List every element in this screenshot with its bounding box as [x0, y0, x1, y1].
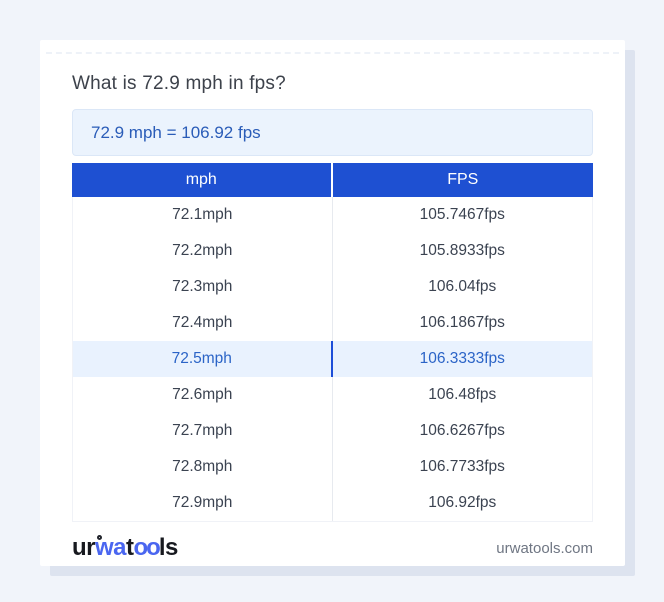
table-row[interactable]: 72.6mph 106.48fps [73, 377, 592, 413]
table-header-row: mph FPS [72, 163, 593, 197]
conversion-result-text: 72.9 mph = 106.92 fps [91, 122, 261, 142]
mph-cell[interactable]: 72.7mph [73, 413, 333, 449]
urwatools-logo[interactable]: urwatools [72, 534, 178, 562]
fps-cell[interactable]: 106.7733fps [419, 458, 505, 475]
site-domain-text: urwatools.com [496, 539, 593, 557]
table-row[interactable]: 72.3mph 106.04fps [73, 269, 592, 305]
mph-cell[interactable]: 72.6mph [73, 377, 333, 413]
table-row[interactable]: 72.4mph 106.1867fps [73, 305, 592, 341]
fps-cell[interactable]: 106.3333fps [419, 350, 505, 367]
logo-glasses-oo: oo [133, 534, 161, 561]
table-row[interactable]: 72.2mph 105.8933fps [73, 233, 592, 269]
logo-part-dark: ls [158, 534, 179, 561]
table-row[interactable]: 72.5mph 106.3333fps [73, 341, 592, 377]
fps-cell[interactable]: 106.6267fps [419, 422, 505, 439]
conversion-table: mph FPS 72.1mph 105.7467fps 72.2mph 105.… [72, 163, 593, 522]
mph-cell[interactable]: 72.2mph [73, 233, 333, 269]
page-title: What is 72.9 mph in fps? [72, 73, 286, 94]
conversion-result-box: 72.9 mph = 106.92 fps [72, 109, 593, 156]
fps-cell[interactable]: 106.04fps [428, 278, 497, 295]
column-header-mph: mph [72, 163, 333, 197]
table-row[interactable]: 72.8mph 106.7733fps [73, 449, 592, 485]
table-body: 72.1mph 105.7467fps 72.2mph 105.8933fps … [72, 197, 593, 522]
converter-card: What is 72.9 mph in fps? 72.9 mph = 106.… [40, 40, 625, 566]
logo-ring-icon [97, 535, 102, 540]
mph-cell[interactable]: 72.4mph [73, 305, 333, 341]
card-top-divider [46, 52, 619, 54]
mph-cell[interactable]: 72.3mph [73, 269, 333, 305]
table-row[interactable]: 72.1mph 105.7467fps [73, 197, 592, 233]
logo-part-dark: ur [72, 534, 96, 561]
fps-cell[interactable]: 106.92fps [428, 494, 497, 511]
table-row[interactable]: 72.9mph 106.92fps [73, 485, 592, 521]
mph-cell[interactable]: 72.9mph [73, 485, 333, 521]
column-header-fps: FPS [447, 171, 479, 188]
card-footer: urwatools urwatools.com [72, 530, 593, 566]
fps-cell[interactable]: 105.8933fps [419, 242, 505, 259]
logo-part-dark: t [126, 534, 134, 561]
mph-cell[interactable]: 72.5mph [73, 341, 333, 377]
mph-cell[interactable]: 72.8mph [73, 449, 333, 485]
fps-cell[interactable]: 106.1867fps [419, 314, 505, 331]
table-row[interactable]: 72.7mph 106.6267fps [73, 413, 592, 449]
fps-cell[interactable]: 105.7467fps [419, 206, 505, 223]
logo-part-blue: wa [95, 534, 127, 561]
fps-cell[interactable]: 106.48fps [428, 386, 497, 403]
mph-cell[interactable]: 72.1mph [73, 197, 333, 233]
